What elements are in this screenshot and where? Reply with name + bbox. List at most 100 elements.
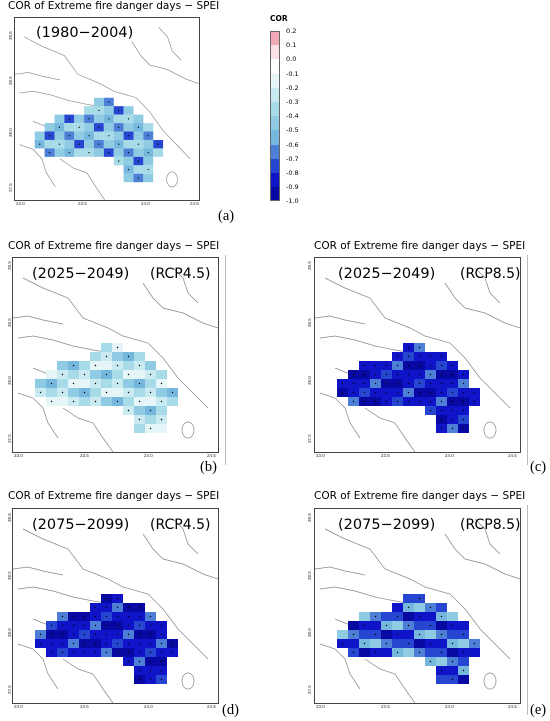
- grid-cell: [425, 630, 436, 639]
- significance-dot: [440, 382, 443, 385]
- significance-dot: [451, 678, 454, 681]
- significance-dot: [440, 427, 443, 430]
- grid-cell: [143, 156, 154, 166]
- map-frame: [12, 508, 219, 704]
- significance-dot: [138, 660, 141, 663]
- period-label: (2075−2099): [32, 517, 130, 533]
- panel-label: (c): [530, 459, 547, 475]
- legend-swatch: [270, 130, 280, 145]
- significance-dot: [118, 126, 120, 128]
- lon-tick: 24.5: [207, 453, 216, 458]
- significance-dot: [48, 135, 51, 137]
- coastline: [474, 518, 501, 555]
- significance-dot: [429, 400, 432, 403]
- significance-dot: [352, 633, 355, 636]
- grid-cell: [458, 657, 469, 666]
- grid-cell: [112, 370, 123, 379]
- grid-cell: [425, 612, 436, 621]
- lat-tick: 38.5: [8, 76, 13, 85]
- significance-dot: [83, 624, 86, 627]
- significance-dot: [138, 606, 141, 609]
- significance-dot: [116, 642, 119, 645]
- grid-cell: [101, 343, 112, 352]
- significance-dot: [83, 615, 86, 618]
- coastline: [315, 315, 366, 325]
- scenario-label: (RCP8.5): [460, 517, 521, 533]
- lat-tick: 38.0: [7, 376, 12, 385]
- grid-cell: [156, 370, 167, 379]
- significance-dot: [138, 624, 141, 627]
- significance-dot: [429, 624, 432, 627]
- period-label: (2075−2099): [338, 517, 436, 533]
- significance-dot: [451, 427, 454, 430]
- coastline: [17, 392, 59, 439]
- significance-dot: [72, 642, 75, 645]
- significance-dot: [39, 633, 42, 636]
- grid-cell: [370, 621, 381, 630]
- significance-dot: [440, 391, 443, 394]
- lat-tick: 37.5: [7, 685, 12, 694]
- significance-dot: [137, 160, 140, 162]
- significance-dot: [352, 373, 355, 376]
- lon-tick: 24.0: [445, 704, 454, 709]
- grid-cell: [348, 639, 359, 648]
- correlation-map: [13, 267, 218, 452]
- significance-dot: [385, 364, 388, 367]
- coastline: [158, 27, 182, 61]
- coastline: [444, 282, 520, 329]
- significance-dot: [138, 669, 141, 672]
- grid-cell: [84, 123, 94, 132]
- significance-dot: [138, 678, 141, 681]
- significance-dot: [352, 382, 355, 385]
- significance-dot: [39, 642, 42, 645]
- significance-dot: [396, 373, 399, 376]
- significance-dot: [105, 355, 108, 358]
- significance-dot: [407, 355, 410, 358]
- grid-cell: [167, 397, 178, 406]
- significance-dot: [418, 633, 421, 636]
- significance-dot: [72, 364, 75, 367]
- panel-title: COR of Extreme fire danger days − SPEI: [8, 490, 220, 502]
- grid-cell: [134, 388, 145, 397]
- significance-dot: [363, 382, 366, 385]
- period-label: (2025−2049): [338, 266, 436, 282]
- significance-dot: [118, 160, 120, 162]
- significance-dot: [341, 382, 344, 385]
- grid-cell: [145, 361, 156, 370]
- legend-tick: -0.9: [286, 183, 299, 192]
- grid-cell: [436, 639, 447, 648]
- legend-tick: -0.8: [286, 169, 299, 177]
- grid-cell: [34, 131, 45, 140]
- significance-dot: [418, 615, 421, 618]
- significance-dot: [149, 678, 152, 681]
- significance-dot: [149, 624, 152, 627]
- grid-cell: [93, 114, 104, 124]
- significance-dot: [105, 642, 108, 645]
- significance-dot: [98, 126, 100, 128]
- significance-dot: [127, 373, 130, 376]
- significance-dot: [473, 642, 476, 645]
- grid-cell: [123, 361, 134, 370]
- significance-dot: [396, 615, 399, 618]
- grid-cell: [447, 630, 458, 639]
- significance-dot: [50, 382, 53, 385]
- significance-dot: [363, 364, 366, 367]
- significance-dot: [68, 151, 70, 154]
- significance-dot: [160, 642, 163, 645]
- significance-dot: [160, 418, 163, 421]
- significance-dot: [396, 633, 399, 636]
- significance-dot: [61, 651, 64, 654]
- significance-dot: [149, 633, 152, 636]
- grid-cell: [101, 379, 112, 388]
- significance-dot: [418, 346, 421, 349]
- grid-cell: [113, 131, 124, 140]
- grid-cell: [392, 639, 403, 648]
- significance-dot: [418, 364, 421, 367]
- significance-dot: [98, 143, 100, 145]
- grid-cell: [68, 370, 79, 379]
- significance-dot: [108, 135, 110, 137]
- panel-title: COR of Extreme fire danger days − SPEI: [314, 490, 526, 502]
- legend-swatch: [270, 31, 280, 46]
- grid-cell: [134, 352, 145, 361]
- significance-dot: [94, 382, 97, 385]
